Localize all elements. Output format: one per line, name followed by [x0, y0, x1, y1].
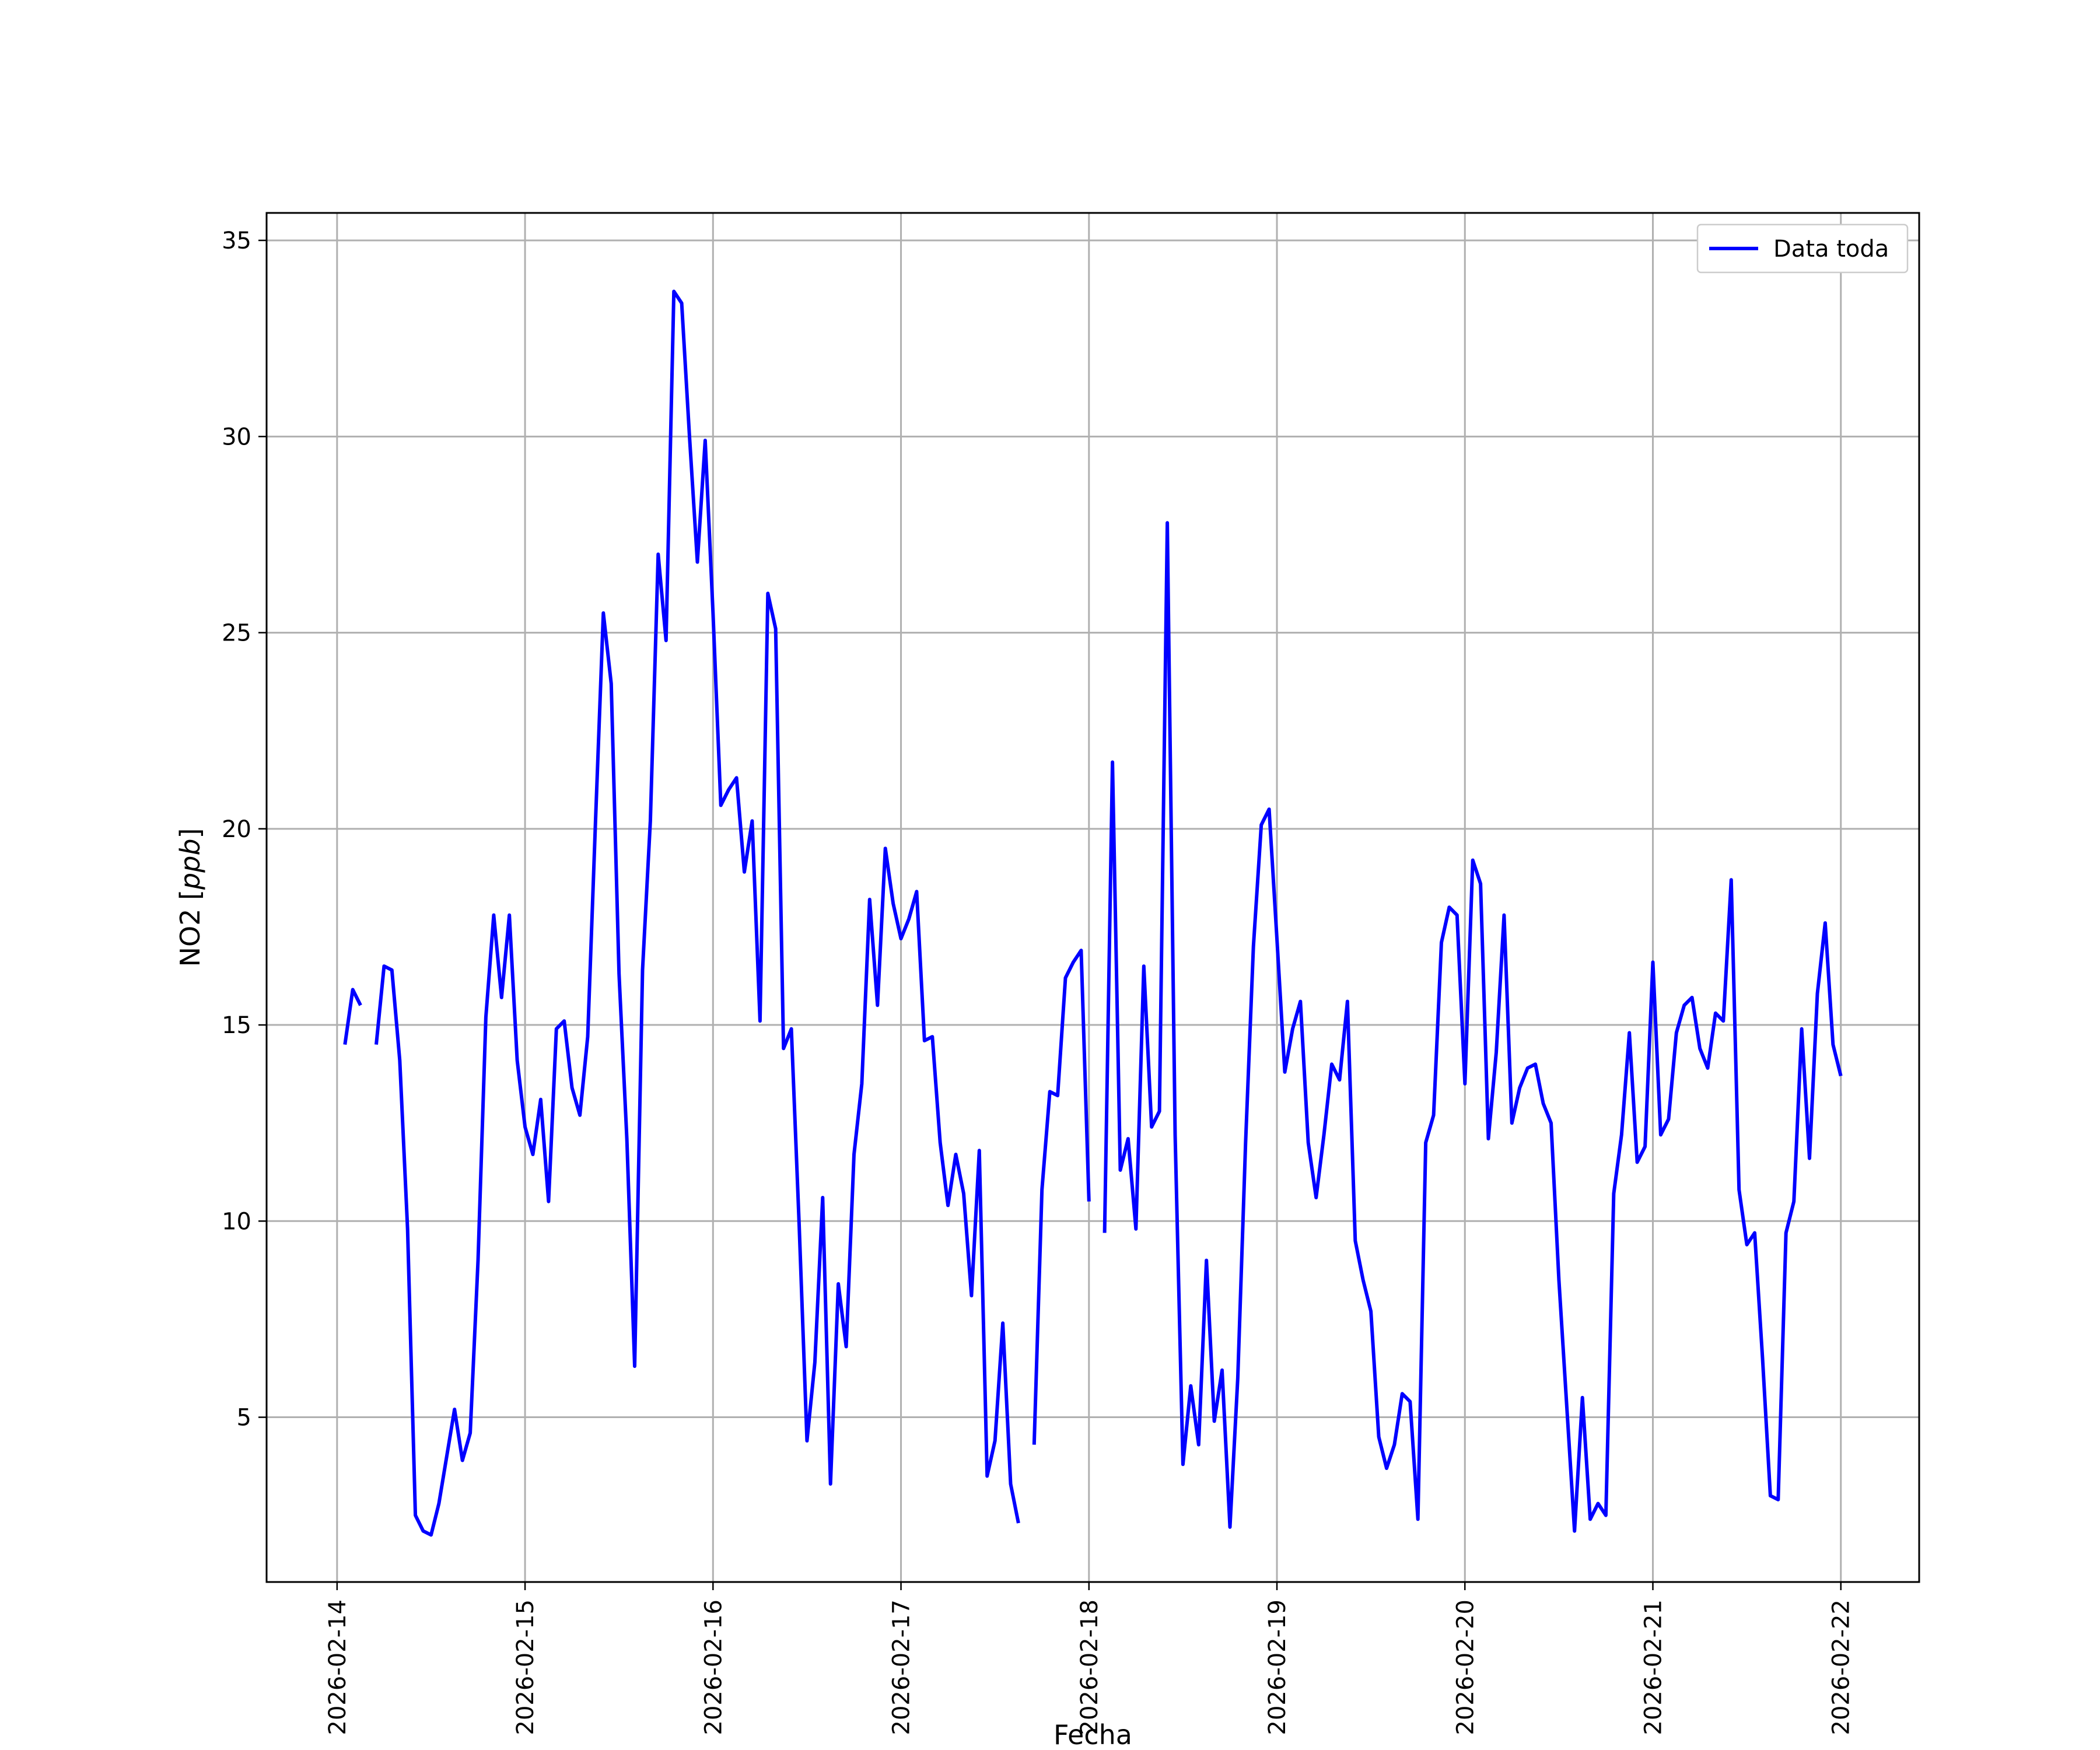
- y-tick-label: 25: [222, 620, 251, 647]
- y-tick-label: 10: [222, 1208, 251, 1235]
- series-line-data-toda: [343, 289, 1843, 1537]
- x-axis-tick-labels: 2026-02-14 2026-02-15 2026-02-16 2026-02-17…: [324, 1600, 1855, 1735]
- y-tick-label: 15: [222, 1012, 251, 1039]
- legend: Data toda: [1696, 223, 1909, 274]
- y-axis-label-unit: ppb: [174, 838, 206, 890]
- x-tick-label: 2026-02-15: [512, 1600, 539, 1735]
- y-axis-tick-labels: 5 10 15 20 25 30 35: [222, 228, 251, 1431]
- y-tick-label: 35: [222, 228, 251, 254]
- plot-area-frame: [265, 212, 1920, 1583]
- x-tick-label: 2026-02-20: [1452, 1600, 1479, 1735]
- grid: [267, 213, 1919, 1582]
- axis-ticks: [258, 239, 1842, 1590]
- x-tick-label: 2026-02-18: [1076, 1600, 1103, 1735]
- legend-entry-data-toda: Data toda: [1773, 236, 1889, 262]
- y-axis-label-text: NO2 [: [174, 890, 206, 967]
- y-tick-label: 20: [222, 816, 251, 843]
- x-tick-label: 2026-02-16: [700, 1600, 727, 1735]
- series-lines: [343, 289, 1843, 1537]
- x-tick-label: 2026-02-21: [1640, 1600, 1667, 1735]
- x-tick-label: 2026-02-14: [324, 1600, 351, 1735]
- x-tick-label: 2026-02-17: [888, 1600, 915, 1735]
- y-axis-label: NO2 [ppb]: [174, 828, 206, 967]
- x-tick-label: 2026-02-22: [1828, 1600, 1855, 1735]
- x-axis-label: Fecha: [1054, 1719, 1132, 1750]
- legend-box: [1696, 223, 1909, 274]
- y-tick-label: 30: [222, 424, 251, 450]
- x-tick-label: 2026-02-19: [1264, 1600, 1291, 1735]
- y-axis-label-bracket: ]: [174, 828, 206, 838]
- y-tick-label: 5: [237, 1405, 251, 1432]
